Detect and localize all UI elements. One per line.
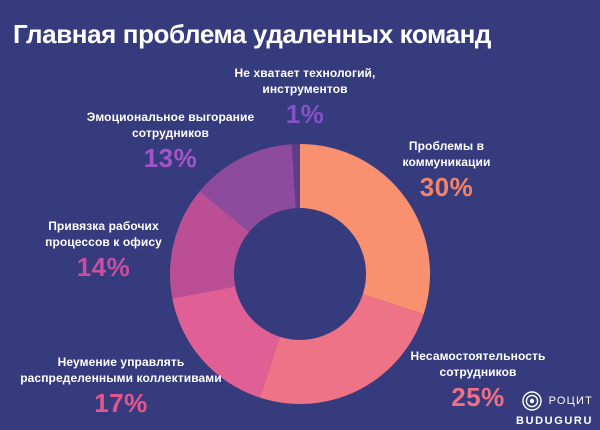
slice-label: Привязка рабочих процессов к офису (16, 219, 191, 251)
callout-burnout: Эмоциональное выгорание сотрудников 13% (68, 110, 273, 173)
slice-label-line: Не хватает технологий, (234, 66, 376, 80)
pie-slice-6 (291, 144, 300, 209)
logo: РОЦИТ BUDUGURU (516, 390, 593, 427)
slice-percent: 14% (76, 251, 131, 282)
callout-communication: Проблемы в коммуникации 30% (369, 139, 524, 202)
callout-technology: Не хватает технологий, инструментов 1% (210, 66, 400, 129)
slice-percent: 25% (451, 381, 505, 412)
slice-label-line: инструментов (262, 81, 348, 96)
slice-label: Проблемы в коммуникации (369, 139, 524, 171)
slice-label-line: Привязка рабочих (48, 219, 159, 233)
slice-label-line: Проблемы в (408, 139, 485, 153)
slice-label-line: коммуникации (402, 154, 491, 169)
slice-label-line: сотрудников (131, 125, 210, 140)
slice-label-line: Несамостоятельность (410, 349, 546, 363)
slice-label-line: процессов к офису (45, 234, 162, 249)
slice-label: Неумение управлять распределенными колле… (4, 355, 238, 387)
pie-slice-5 (199, 144, 296, 232)
slice-percent: 13% (143, 142, 198, 173)
callout-independence: Несамостоятельность сотрудников 25% (383, 349, 573, 412)
pie-slice-3 (172, 286, 280, 398)
slice-label-line: Неумение управлять (57, 355, 185, 369)
pie-slice-1 (300, 144, 431, 315)
slice-label: Не хватает технологий, инструментов (210, 66, 400, 98)
pie-slice-2 (259, 294, 424, 405)
callout-office: Привязка рабочих процессов к офису 14% (16, 219, 191, 282)
slice-percent: 17% (94, 387, 148, 418)
callout-management: Неумение управлять распределенными колле… (4, 355, 238, 418)
page-title: Главная проблема удаленных команд (13, 19, 491, 50)
slice-label: Несамостоятельность сотрудников (383, 349, 573, 381)
logo-brand-text: РОЦИТ (548, 395, 593, 407)
slice-label-line: сотрудников (439, 364, 517, 379)
pie-slice-4 (169, 191, 250, 299)
slice-percent: 1% (285, 98, 325, 129)
slice-label-line: распределенными коллективами (20, 370, 222, 385)
slice-percent: 30% (419, 171, 474, 202)
slice-label-line: Эмоциональное выгорание (86, 110, 255, 124)
slice-label: Эмоциональное выгорание сотрудников (68, 110, 273, 142)
logo-product-text: BUDUGURU (516, 415, 593, 427)
rocit-logo-icon (521, 391, 542, 411)
